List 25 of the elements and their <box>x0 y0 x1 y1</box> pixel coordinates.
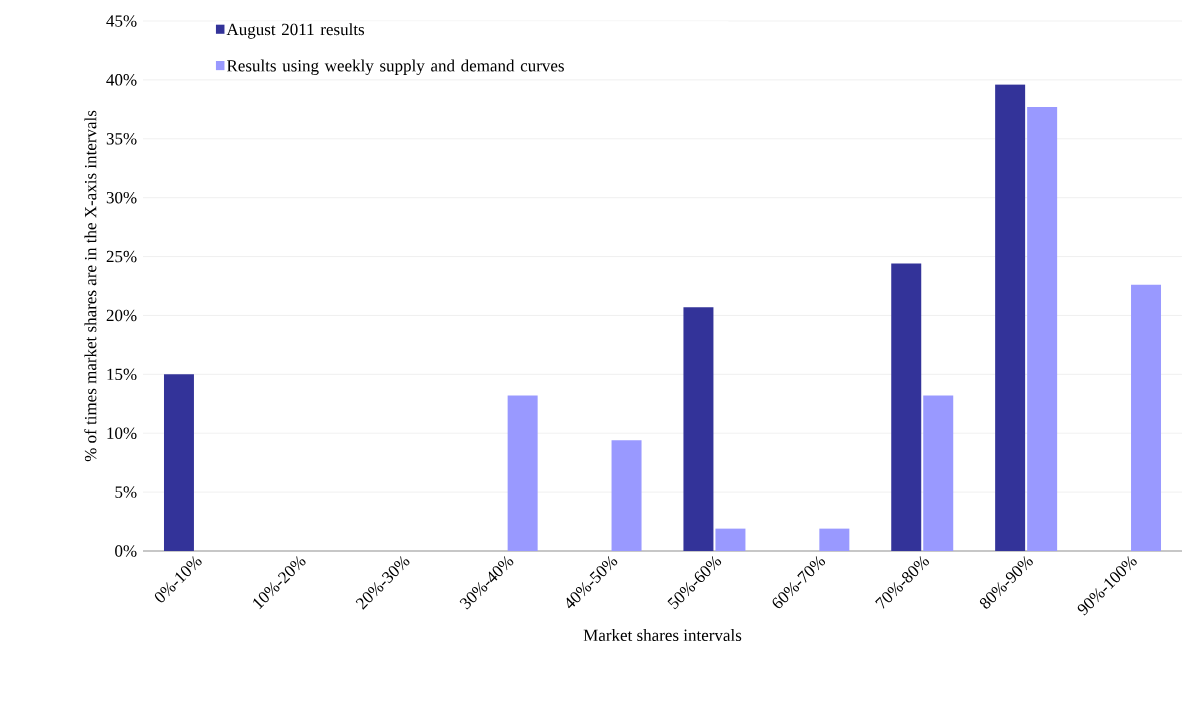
bar <box>995 84 1026 551</box>
y-tick-label: 15% <box>107 368 137 381</box>
bar <box>1027 106 1058 551</box>
y-tick-label: 45% <box>106 15 137 27</box>
y-tick-label: 30% <box>106 191 137 204</box>
y-tick-label: 10% <box>107 427 137 439</box>
bar <box>163 374 194 551</box>
y-tick-label: 25% <box>106 250 137 263</box>
bar <box>683 307 714 551</box>
bar <box>819 528 850 551</box>
bar <box>611 440 642 551</box>
bar <box>1131 284 1162 551</box>
bar <box>507 395 538 551</box>
y-tick-label: 5% <box>115 486 137 498</box>
y-axis-title: % of times market shares are in the X-axis intervals <box>84 110 97 462</box>
y-tick-label: 40% <box>106 74 137 86</box>
bar <box>891 263 922 551</box>
legend-label: Results using weekly supply and demand curves <box>226 59 564 76</box>
y-tick-label: 20% <box>106 309 137 322</box>
y-tick-label: 35% <box>106 133 137 145</box>
y-tick-label: 0% <box>115 545 137 557</box>
x-axis-title: Market shares intervals <box>583 629 742 642</box>
bar <box>715 528 746 551</box>
bar <box>923 395 954 551</box>
legend-label: August 2011 results <box>226 23 365 39</box>
